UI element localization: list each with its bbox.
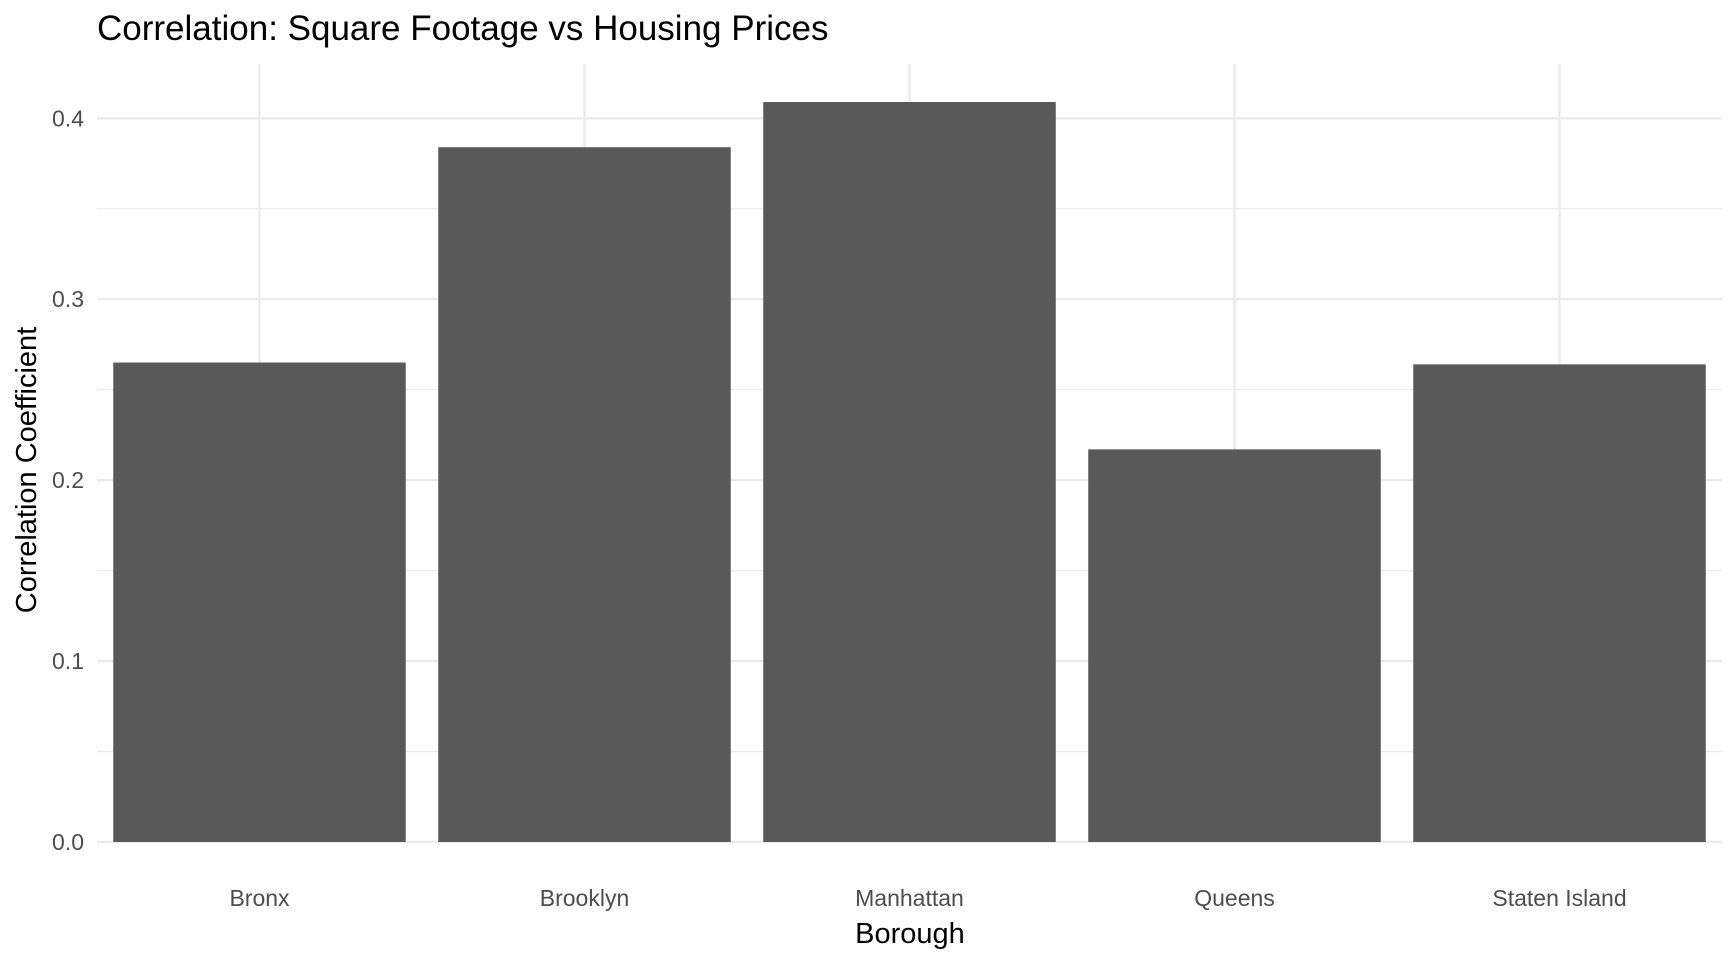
bar-brooklyn xyxy=(438,147,731,842)
bar-bronx xyxy=(113,362,406,842)
y-axis-tick-labels: 0.0 0.1 0.2 0.3 0.4 xyxy=(52,105,84,855)
bar-staten-island xyxy=(1413,364,1706,842)
y-tick-label: 0.2 xyxy=(52,467,84,493)
chart-title: Correlation: Square Footage vs Housing P… xyxy=(97,9,828,48)
y-tick-label: 0.0 xyxy=(52,829,84,855)
bar-manhattan xyxy=(763,101,1056,842)
x-axis-title: Borough xyxy=(855,918,965,950)
x-tick-label: Bronx xyxy=(229,885,290,911)
x-tick-label: Queens xyxy=(1194,885,1275,911)
x-tick-label: Brooklyn xyxy=(540,885,629,911)
x-axis-tick-labels: Bronx Brooklyn Manhattan Queens Staten Islan… xyxy=(229,885,1626,911)
y-tick-label: 0.4 xyxy=(52,105,84,131)
bars xyxy=(113,101,1706,842)
y-tick-label: 0.1 xyxy=(52,648,84,674)
x-tick-label: Staten Island xyxy=(1492,885,1626,911)
bar-queens xyxy=(1088,449,1381,842)
x-tick-label: Manhattan xyxy=(855,885,964,911)
y-tick-label: 0.3 xyxy=(52,286,84,312)
y-axis-title: Correlation Coefficient xyxy=(11,327,43,613)
